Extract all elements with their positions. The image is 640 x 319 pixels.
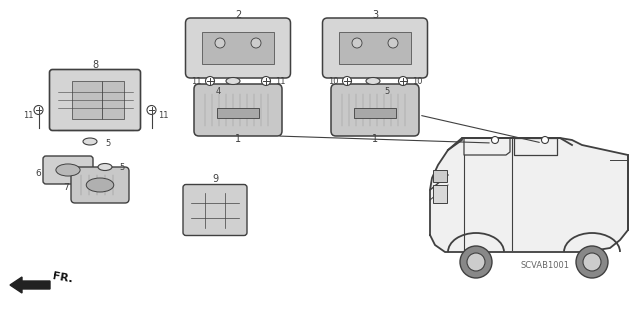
Text: 7: 7	[63, 183, 69, 192]
Bar	[72, 81, 102, 119]
FancyBboxPatch shape	[49, 70, 141, 130]
Text: 10: 10	[328, 77, 339, 85]
Ellipse shape	[56, 164, 80, 176]
Circle shape	[147, 106, 156, 115]
FancyBboxPatch shape	[71, 167, 129, 203]
Text: 1: 1	[372, 134, 378, 144]
Circle shape	[583, 253, 601, 271]
FancyBboxPatch shape	[331, 84, 419, 136]
Text: FR.: FR.	[52, 271, 74, 285]
Circle shape	[215, 38, 225, 48]
FancyBboxPatch shape	[194, 84, 282, 136]
Text: 5: 5	[106, 139, 111, 148]
Bar	[216, 108, 259, 118]
FancyBboxPatch shape	[323, 18, 428, 78]
Circle shape	[205, 77, 214, 85]
Text: 10: 10	[412, 77, 422, 85]
Text: 6: 6	[35, 168, 41, 177]
Text: 11: 11	[191, 77, 201, 85]
Circle shape	[399, 77, 408, 85]
Circle shape	[492, 137, 499, 144]
FancyBboxPatch shape	[183, 184, 247, 235]
Text: 5: 5	[120, 162, 125, 172]
Bar	[433, 185, 447, 203]
Ellipse shape	[226, 78, 240, 85]
Bar	[102, 81, 124, 119]
Polygon shape	[430, 138, 628, 252]
Text: 1: 1	[235, 134, 241, 144]
FancyBboxPatch shape	[43, 156, 93, 184]
Ellipse shape	[86, 178, 114, 192]
Ellipse shape	[366, 78, 380, 85]
Text: 3: 3	[372, 10, 378, 20]
Text: 5: 5	[385, 86, 390, 95]
Circle shape	[460, 246, 492, 278]
Ellipse shape	[83, 138, 97, 145]
FancyBboxPatch shape	[186, 18, 291, 78]
Circle shape	[342, 77, 351, 85]
Bar	[353, 108, 396, 118]
FancyArrow shape	[10, 277, 50, 293]
Text: SCVAB1001: SCVAB1001	[520, 261, 570, 270]
Text: 11: 11	[23, 110, 34, 120]
Circle shape	[576, 246, 608, 278]
Text: 9: 9	[212, 174, 218, 184]
Bar	[202, 32, 274, 64]
Ellipse shape	[98, 164, 112, 170]
Circle shape	[467, 253, 485, 271]
Text: 11: 11	[158, 110, 169, 120]
Circle shape	[262, 77, 271, 85]
Circle shape	[251, 38, 261, 48]
Circle shape	[34, 106, 43, 115]
Text: 8: 8	[92, 61, 98, 70]
Bar	[433, 170, 447, 182]
Bar	[339, 32, 411, 64]
Text: 2: 2	[235, 10, 241, 20]
Circle shape	[352, 38, 362, 48]
Circle shape	[388, 38, 398, 48]
Text: 4: 4	[216, 86, 221, 95]
Text: 11: 11	[275, 77, 285, 85]
Circle shape	[541, 137, 548, 144]
